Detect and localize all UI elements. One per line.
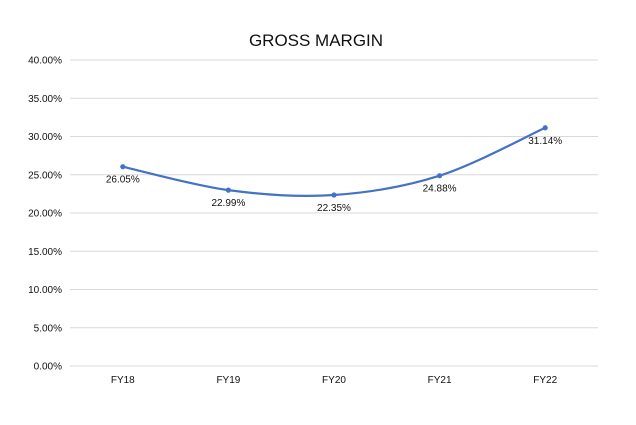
y-tick-label: 40.00% — [28, 56, 62, 67]
data-label-fy21: 24.88% — [423, 184, 457, 195]
data-point-fy18 — [120, 164, 126, 170]
gross-margin-line — [122, 126, 546, 198]
x-axis-tick-labels: FY18 FY19 FY20 FY21 FY22 — [111, 375, 558, 386]
y-tick-label: 10.00% — [28, 285, 62, 296]
data-point-fy20 — [331, 192, 337, 198]
y-tick-label: 20.00% — [28, 209, 62, 220]
y-tick-label: 35.00% — [28, 94, 62, 105]
chart-title: GROSS MARGIN — [249, 31, 383, 50]
y-tick-label: 0.00% — [34, 362, 62, 373]
data-label-fy19: 22.99% — [211, 198, 245, 209]
y-axis-tick-labels: 0.00% 5.00% 10.00% 15.00% 20.00% 25.00% 30.00%… — [28, 56, 62, 373]
data-point-fy21 — [437, 173, 443, 179]
y-tick-label: 5.00% — [34, 323, 62, 334]
x-tick-label: FY18 — [111, 375, 135, 386]
data-labels: 26.05% 22.99% 22.35% 24.88% 31.14% — [106, 136, 562, 214]
x-tick-label: FY21 — [428, 375, 452, 386]
y-tick-label: 15.00% — [28, 247, 62, 258]
y-tick-label: 25.00% — [28, 170, 62, 181]
y-tick-label: 30.00% — [28, 132, 62, 143]
data-label-fy22: 31.14% — [528, 136, 562, 147]
data-point-markers — [120, 125, 548, 198]
x-tick-label: FY22 — [533, 375, 557, 386]
x-tick-label: FY20 — [322, 375, 346, 386]
data-point-fy22 — [542, 125, 548, 131]
data-label-fy20: 22.35% — [317, 203, 351, 214]
data-label-fy18: 26.05% — [106, 175, 140, 186]
x-tick-label: FY19 — [216, 375, 240, 386]
data-point-fy19 — [225, 187, 231, 193]
